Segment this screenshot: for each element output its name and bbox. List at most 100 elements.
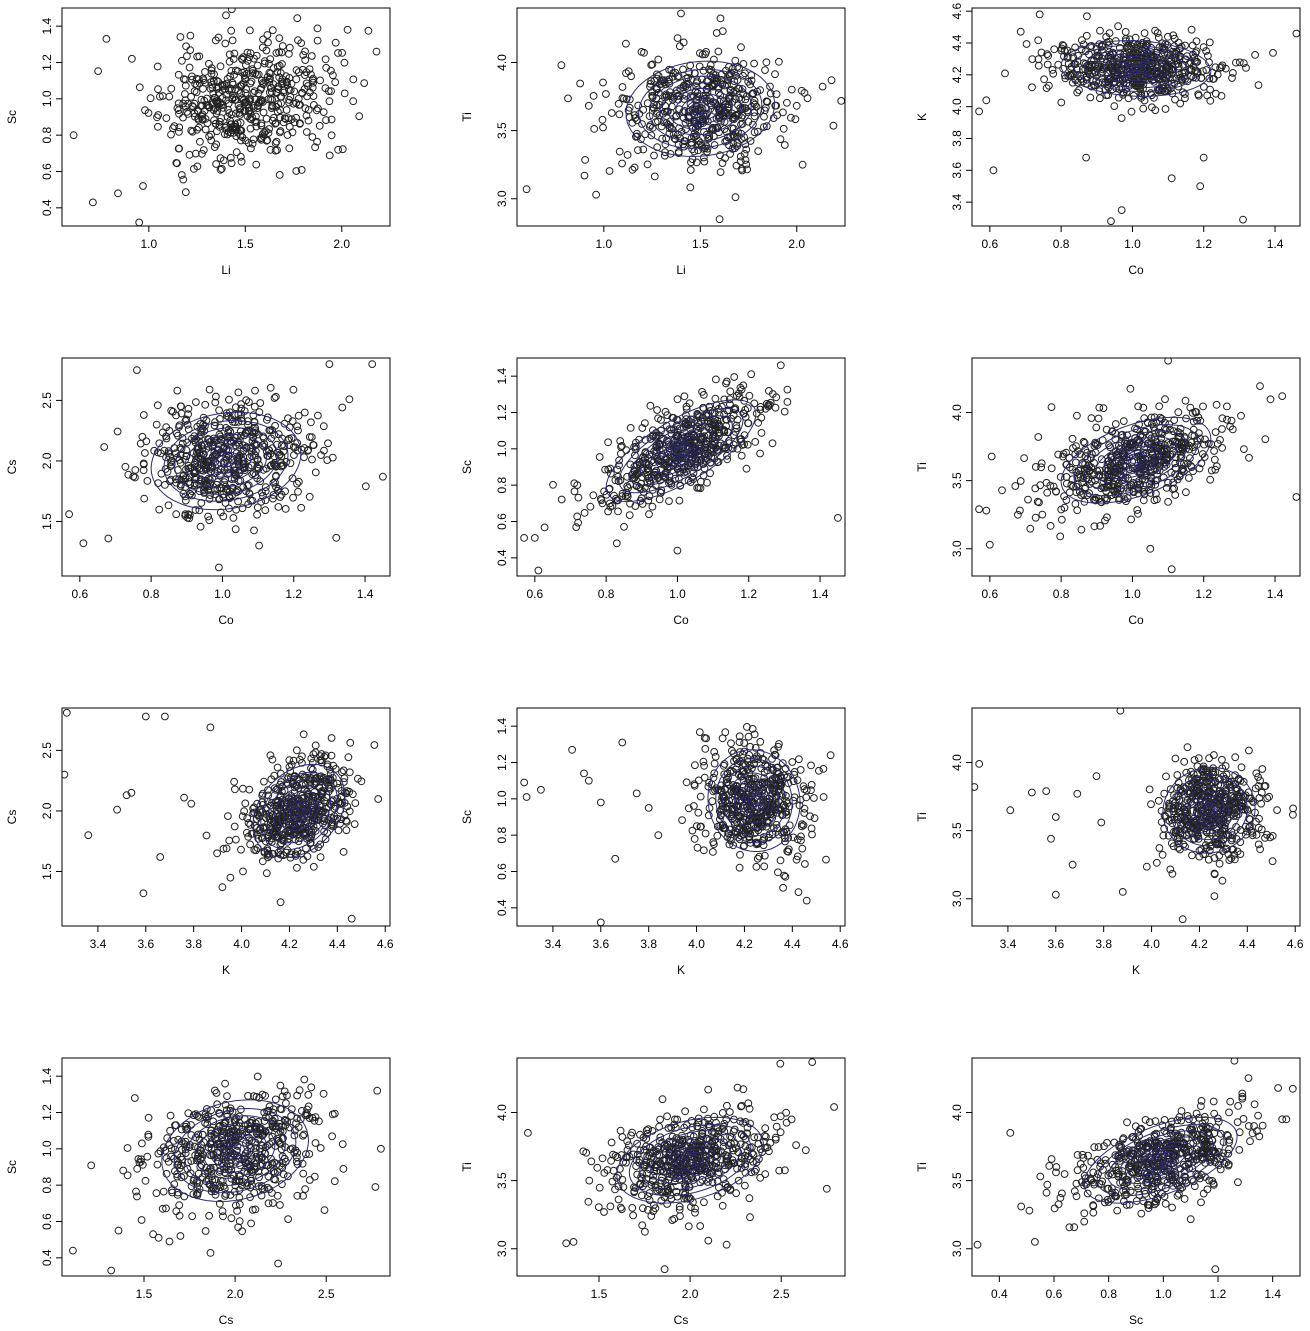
x-tick-label: 1.0 [595, 237, 612, 251]
data-point [1110, 102, 1119, 110]
contour-line [1073, 424, 1199, 497]
data-point [776, 856, 785, 865]
data-point [172, 510, 181, 519]
data-point [1140, 96, 1149, 105]
data-point [775, 785, 783, 794]
data-point [211, 398, 220, 407]
data-point [226, 873, 235, 882]
data-point [1168, 437, 1177, 446]
data-point [246, 840, 255, 849]
data-point [1182, 488, 1190, 497]
x-axis-label: Li [676, 263, 685, 277]
data-point [142, 437, 151, 446]
data-point [226, 487, 234, 496]
data-point [695, 728, 704, 736]
data-point [1035, 10, 1044, 19]
data-point [743, 404, 752, 413]
data-point [208, 80, 217, 89]
data-point [690, 835, 699, 843]
data-point [1077, 525, 1086, 534]
data-point [680, 392, 689, 401]
y-tick-label: 3.5 [495, 122, 509, 139]
data-point [250, 526, 258, 535]
data-point [717, 402, 726, 411]
data-point [318, 789, 327, 798]
data-point [1151, 106, 1160, 115]
data-point [327, 751, 336, 760]
data-point [784, 847, 793, 856]
data-point [1082, 31, 1091, 40]
data-point [236, 118, 245, 127]
data-point [1228, 74, 1236, 82]
data-point [328, 453, 337, 462]
data-point [302, 111, 311, 120]
density-contours [1060, 40, 1212, 97]
x-tick-label: 3.8 [185, 937, 202, 951]
data-point [308, 765, 317, 774]
data-point [379, 472, 387, 481]
data-point [260, 777, 268, 786]
data-point [705, 402, 714, 411]
contour-line [741, 787, 767, 814]
data-point [801, 860, 809, 868]
data-point [1181, 94, 1189, 103]
data-point [260, 57, 269, 66]
data-point [1034, 61, 1043, 70]
data-point [146, 94, 155, 103]
data-point [703, 147, 711, 156]
x-tick-label: 1.2 [1195, 237, 1212, 251]
data-point [264, 849, 273, 858]
data-point [696, 49, 704, 57]
data-point [1229, 69, 1237, 77]
data-point [154, 479, 163, 488]
data-point [1181, 90, 1189, 98]
data-point [300, 444, 309, 452]
data-point [188, 72, 196, 81]
data-point [1188, 41, 1197, 50]
data-point [598, 499, 607, 508]
data-point [264, 452, 273, 460]
data-point [726, 833, 735, 842]
data-point [621, 492, 630, 501]
data-point [307, 70, 315, 79]
data-point [737, 95, 745, 104]
data-point [228, 417, 237, 426]
data-point [1231, 753, 1240, 762]
data-point [797, 86, 806, 95]
data-point [704, 411, 713, 420]
data-point [1062, 473, 1071, 481]
data-point [699, 66, 708, 75]
data-point [1114, 22, 1122, 31]
x-axis-label: Co [1128, 263, 1144, 277]
data-point [1159, 84, 1168, 93]
data-point [776, 135, 785, 144]
data-point [693, 422, 702, 431]
data-point [213, 84, 222, 93]
data-point [304, 116, 313, 125]
data-point [135, 218, 144, 226]
data-point [735, 732, 744, 741]
data-point [789, 833, 798, 842]
data-point [233, 486, 242, 494]
data-point [285, 144, 294, 153]
contour-line [1094, 52, 1178, 85]
data-point [648, 502, 657, 511]
data-point [764, 402, 773, 411]
data-point [1096, 26, 1104, 35]
data-point [666, 150, 675, 158]
data-point [274, 503, 283, 511]
data-point [285, 43, 294, 52]
data-point [605, 485, 613, 494]
data-point [155, 505, 164, 514]
data-point [215, 430, 224, 439]
data-point [324, 781, 333, 789]
contour-line [618, 407, 744, 494]
data-point [272, 137, 281, 146]
contour-line [721, 765, 787, 836]
data-point [368, 360, 377, 369]
data-point [213, 849, 222, 858]
data-point [722, 377, 731, 386]
data-point [1237, 411, 1245, 420]
data-point [1097, 69, 1105, 78]
data-point [1047, 403, 1056, 412]
